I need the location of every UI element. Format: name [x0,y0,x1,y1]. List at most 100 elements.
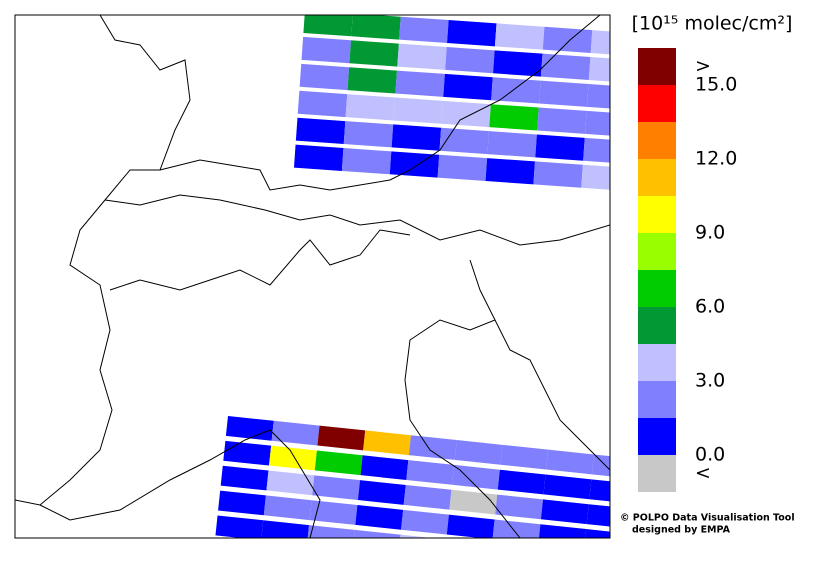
pixel [391,124,442,151]
colorbar-swatch [638,48,676,85]
pixel [493,50,543,77]
pixel [533,161,583,188]
pixel [490,544,538,566]
swath [215,415,629,566]
pixel [586,83,610,111]
colorbar-swatch [638,418,676,455]
pixel [352,529,401,538]
pixel [393,97,443,124]
pixel [349,40,399,67]
credit: © POLPO Data Visualisation Tool [620,513,795,524]
pixel [540,53,591,80]
pixel [497,469,546,495]
colorbar-label: 9.0 [695,222,725,244]
swath-layer [215,15,629,566]
pixel [439,127,489,155]
pixel [295,117,346,145]
pixel [297,90,348,118]
colorbar-swatch [638,455,676,492]
pixel [539,80,589,107]
pixel [215,515,264,538]
colorbar-label: 0.0 [695,444,725,466]
country-border [15,15,191,506]
pixel [542,26,593,54]
pixel [441,100,491,128]
pixel [546,449,594,475]
colorbar-swatch [638,159,676,196]
pixel [487,131,537,158]
pixel [345,94,396,121]
colorbar-swatch [638,270,676,307]
pixel [263,495,312,521]
pixel [309,500,358,525]
coastline [39,429,321,538]
colorbar-label: > [695,55,711,77]
coastline [404,259,521,538]
colorbar-swatch [638,344,676,381]
unit-label: [10¹⁵ molec/cm²] [632,13,793,35]
pixel [406,460,455,485]
pixel [269,445,317,471]
country-border [159,15,601,191]
colorbar-label: 6.0 [695,296,725,318]
pixel [408,435,457,460]
pixel [454,440,503,465]
pixel [590,30,610,57]
colorbar-swatch [638,381,676,418]
colorbar-swatch [638,307,676,344]
pixel [543,474,592,500]
pixel [389,151,440,178]
map-frame [14,14,611,539]
pixel [589,479,610,505]
colorbar-swatch [638,85,676,122]
pixel [495,494,544,520]
pixel [397,43,447,70]
pixel [537,107,587,134]
pixel [538,524,587,538]
pixel [584,529,610,538]
pixel [306,525,355,538]
pixel [452,464,500,490]
country-border [104,194,610,246]
pixel [357,480,406,505]
pixel [317,425,366,451]
pixel [586,504,610,529]
pixel [444,539,492,564]
pixel [355,505,404,530]
pixel [581,554,629,566]
pixel [299,63,350,91]
pixel [437,154,488,182]
pixel [485,158,535,185]
pixel [341,148,392,175]
pixel [293,144,344,171]
pixel [489,104,539,131]
pixel [445,46,495,74]
pixel [447,20,497,47]
pixel [220,465,269,491]
pixel [223,440,272,466]
pixel [314,450,363,476]
pixel [351,15,401,40]
swath [293,15,610,192]
pixel [363,430,411,456]
pixel [449,489,498,515]
pixel [301,36,351,64]
colorbar-label: 3.0 [695,370,725,392]
pixel [399,16,449,43]
pixel [403,484,452,510]
pixel [395,70,445,97]
pixel [494,23,545,50]
colorbar-swatch [638,196,676,233]
pixel [535,134,585,161]
pixel [271,420,320,446]
pixel [347,67,397,94]
coastline [494,319,610,471]
pixel [312,475,361,501]
pixel [343,121,394,148]
pixel [266,470,315,496]
pixel [581,164,610,192]
pixel [443,73,493,101]
country-border [109,229,411,291]
